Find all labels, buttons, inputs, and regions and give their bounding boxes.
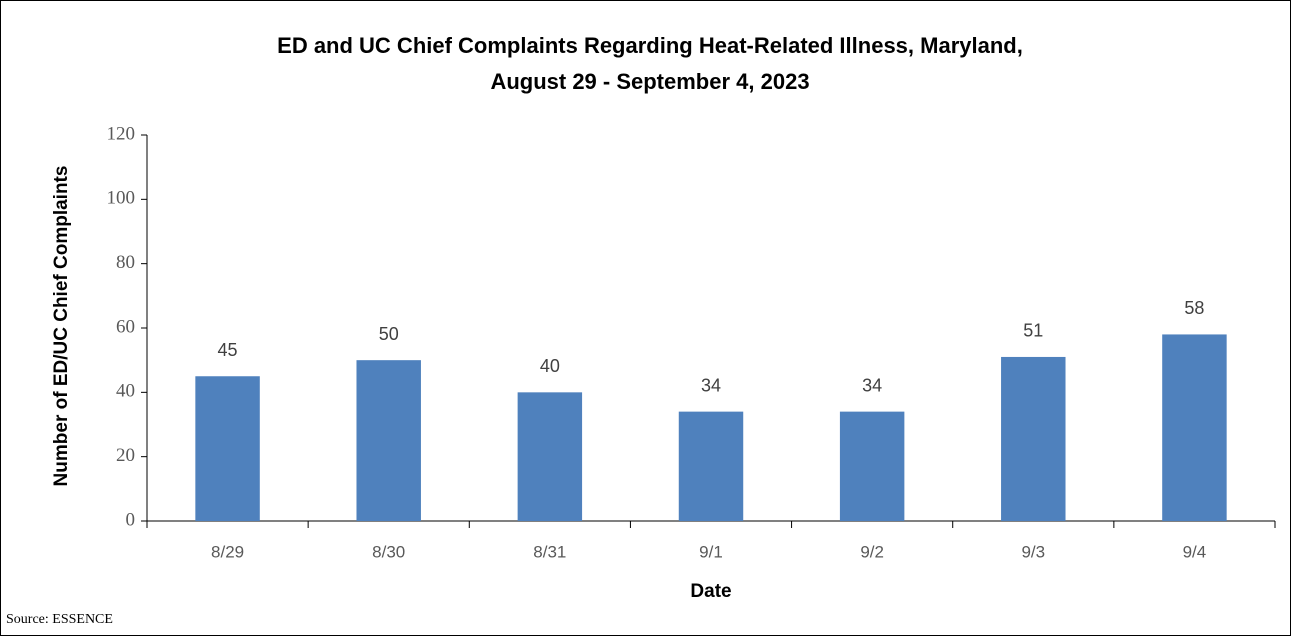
x-tick-label: 8/31 bbox=[533, 542, 566, 561]
data-label: 58 bbox=[1184, 298, 1204, 318]
x-axis-title: Date bbox=[690, 581, 731, 602]
x-tick-label: 9/2 bbox=[860, 542, 884, 561]
bar bbox=[195, 376, 260, 521]
data-label: 50 bbox=[379, 324, 399, 344]
bar bbox=[678, 411, 744, 521]
y-tick-label: 20 bbox=[116, 445, 135, 466]
data-label: 34 bbox=[862, 375, 882, 395]
bar bbox=[517, 392, 583, 521]
y-tick-label: 100 bbox=[107, 188, 136, 209]
bar bbox=[1001, 356, 1066, 521]
y-axis-title: Number of ED/UC Chief Complaints bbox=[51, 166, 72, 487]
x-tick-label: 9/1 bbox=[699, 542, 723, 561]
data-label: 34 bbox=[701, 375, 721, 395]
bar bbox=[839, 411, 905, 521]
y-tick-label: 60 bbox=[116, 316, 135, 337]
x-tick-label: 9/4 bbox=[1183, 542, 1207, 561]
x-tick-label: 8/30 bbox=[372, 542, 405, 561]
source-note: Source: ESSENCE bbox=[6, 612, 113, 627]
data-label: 51 bbox=[1023, 321, 1043, 341]
bar bbox=[356, 360, 421, 521]
data-label: 45 bbox=[218, 340, 238, 360]
y-tick-label: 120 bbox=[107, 123, 136, 144]
x-tick-label: 8/29 bbox=[211, 542, 244, 561]
x-tick-label: 9/3 bbox=[1021, 542, 1045, 561]
chart-title: August 29 - September 4, 2023 bbox=[490, 69, 809, 94]
data-label: 40 bbox=[540, 356, 560, 376]
chart-title: ED and UC Chief Complaints Regarding Hea… bbox=[277, 33, 1023, 58]
y-tick-label: 0 bbox=[126, 509, 136, 530]
y-tick-label: 80 bbox=[116, 252, 135, 273]
y-tick-label: 40 bbox=[116, 381, 135, 402]
bar bbox=[1162, 334, 1227, 521]
